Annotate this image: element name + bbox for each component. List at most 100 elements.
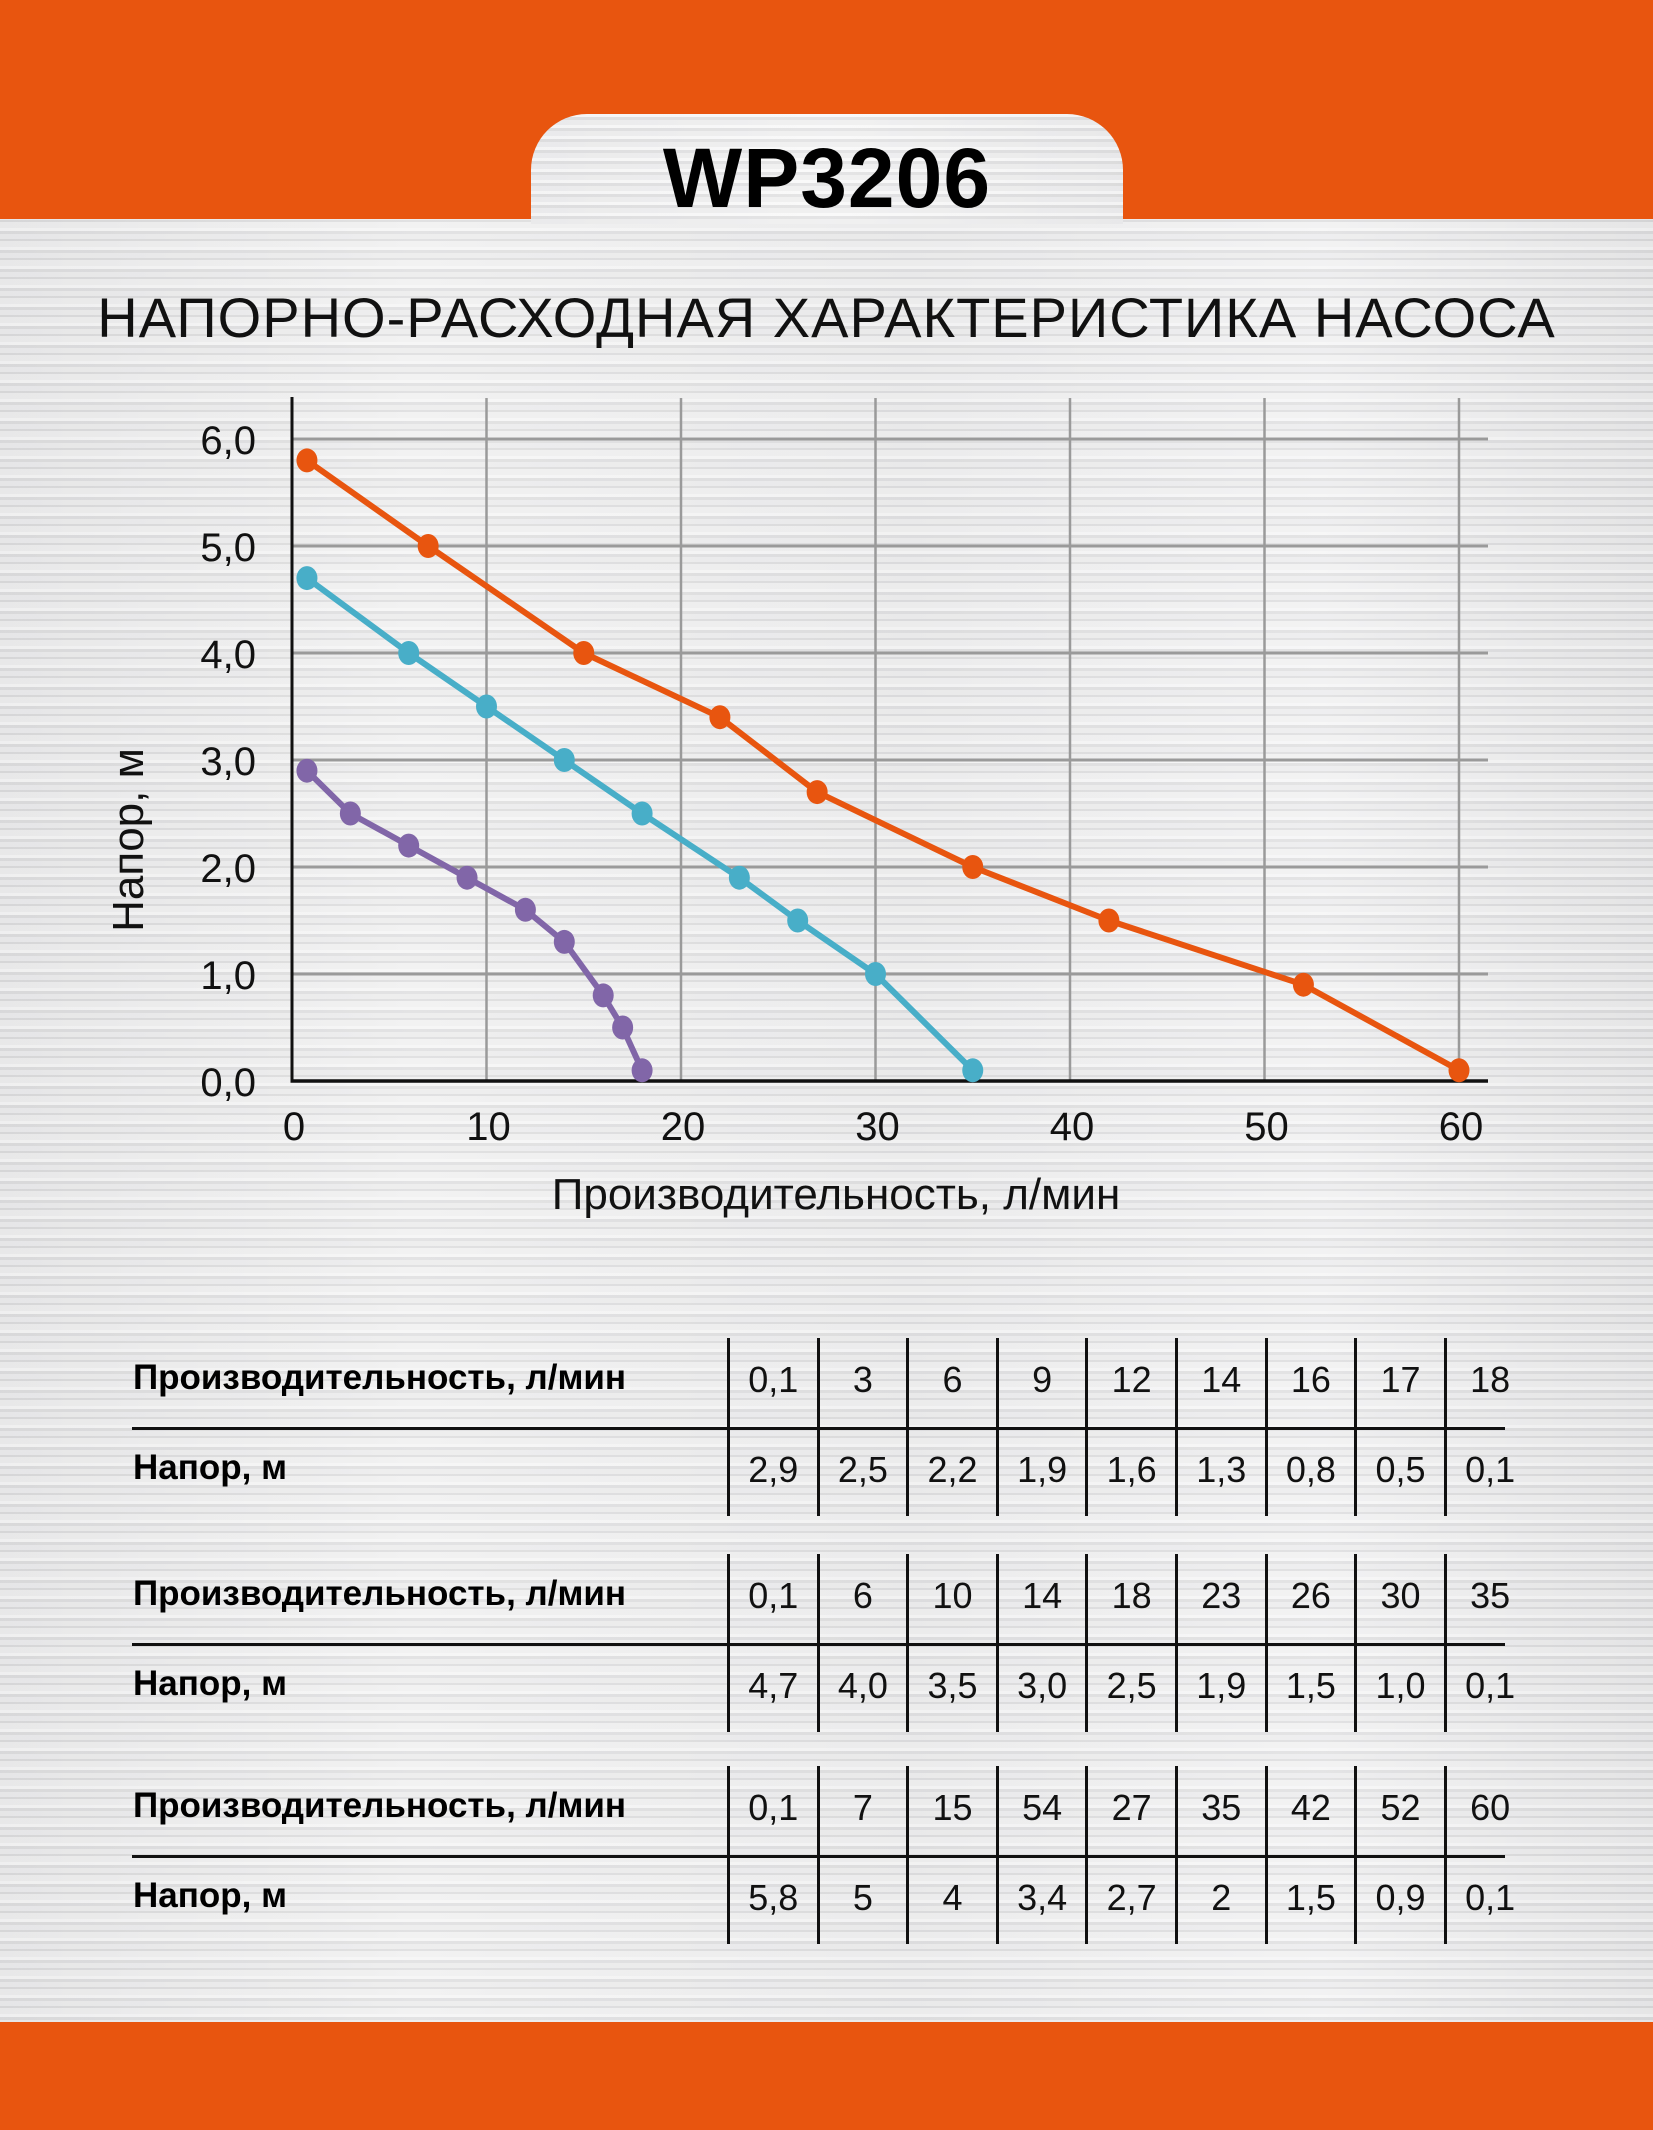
data-point-marker: [631, 801, 653, 826]
data-point-marker: [514, 897, 536, 922]
chart-title: НАПОРНО-РАСХОДНАЯ ХАРАКТЕРИСТИКА НАСОСА: [97, 286, 1556, 349]
data-point-marker: [1448, 1058, 1470, 1083]
flow-cell: 14: [1201, 1359, 1242, 1400]
flow-cell: 0,1: [748, 1575, 799, 1616]
data-point-marker: [456, 865, 478, 890]
flow-row-label: Производительность, л/мин: [133, 1358, 627, 1397]
data-table-3: Производительность, л/мин Напор, м 0,1 5,…: [132, 1766, 1537, 1944]
y-tick-label: 5,0: [200, 526, 256, 570]
head-cell: 3,4: [1017, 1877, 1068, 1918]
x-tick-label: 10: [466, 1105, 511, 1149]
x-tick-label: 0: [283, 1105, 305, 1149]
data-point-marker: [296, 566, 318, 591]
x-tick-labels: 0 10 20 30 40 50 60: [283, 1105, 1483, 1149]
chart-axes: [290, 397, 1488, 1083]
column-separator: [995, 1554, 999, 1732]
head-row-label: Напор, м: [133, 1448, 287, 1487]
flow-cell: 6: [852, 1575, 873, 1616]
column-separator: [1354, 1766, 1358, 1944]
data-point-marker: [339, 801, 361, 826]
column-separator: [906, 1554, 910, 1732]
column-separator: [1264, 1338, 1268, 1516]
y-axis-label: Напор, м: [104, 748, 153, 932]
flow-cell: 12: [1111, 1359, 1152, 1400]
data-point-marker: [787, 908, 809, 933]
y-tick-label: 3,0: [200, 740, 256, 784]
flow-cell: 18: [1111, 1575, 1152, 1616]
y-tick-labels: 0,0 1,0 2,0 3,0 4,0 5,0 6,0: [200, 419, 256, 1105]
flow-cell: 17: [1380, 1359, 1421, 1400]
flow-cell: 3: [852, 1359, 873, 1400]
data-point-marker: [865, 962, 886, 986]
flow-cell: 52: [1380, 1787, 1421, 1828]
table-cells: 0,1 5,8 7 5 15 4 54 3,4 27 2,7 35 2 42 1,5 52 0,9 60 0,1: [727, 1766, 1537, 1944]
column-separator: [1085, 1338, 1089, 1516]
head-cell: 1,6: [1106, 1449, 1157, 1490]
y-tick-label: 6,0: [200, 419, 256, 463]
head-cell: 2,7: [1106, 1877, 1157, 1918]
flow-cell: 60: [1470, 1787, 1511, 1828]
head-cell: 2: [1211, 1877, 1232, 1918]
column-separator: [1264, 1554, 1268, 1732]
chart-grid: [292, 398, 1488, 1081]
data-point-marker: [709, 705, 731, 730]
head-cell: 0,5: [1375, 1449, 1426, 1490]
x-tick-label: 40: [1050, 1105, 1095, 1149]
column-separator: [1085, 1766, 1089, 1944]
column-separator: [1443, 1766, 1447, 1944]
flow-cell: 42: [1290, 1787, 1331, 1828]
column-separator: [816, 1338, 820, 1516]
x-tick-label: 30: [855, 1105, 900, 1149]
head-cell: 0,1: [1465, 1449, 1516, 1490]
series-2: [296, 566, 984, 1083]
flow-cell: 10: [932, 1575, 973, 1616]
data-table-1: Производительность, л/мин Напор, м 0,1 2,…: [132, 1338, 1537, 1516]
flow-row-label: Производительность, л/мин: [133, 1574, 627, 1613]
data-point-marker: [553, 748, 575, 772]
x-axis-label: Производительность, л/мин: [552, 1170, 1121, 1219]
column-separator: [727, 1338, 730, 1516]
column-separator: [1443, 1554, 1447, 1732]
flow-cell: 23: [1201, 1575, 1242, 1616]
data-point-marker: [612, 1015, 634, 1040]
x-tick-label: 60: [1439, 1105, 1484, 1149]
head-flow-chart: 0,0 1,0 2,0 3,0 4,0 5,0 6,0 0 10 20 30 40 50 60 Напо…: [104, 397, 1488, 1219]
y-tick-label: 1,0: [200, 954, 256, 998]
flow-cell: 26: [1290, 1575, 1331, 1616]
head-cell: 0,9: [1375, 1877, 1426, 1918]
data-point-marker: [296, 448, 318, 473]
column-separator: [727, 1554, 730, 1732]
flow-cell: 54: [1022, 1787, 1063, 1828]
column-separator: [1354, 1554, 1358, 1732]
head-cell: 5: [852, 1877, 873, 1918]
data-point-marker: [553, 929, 575, 954]
flow-cell: 16: [1290, 1359, 1331, 1400]
head-cell: 1,9: [1196, 1665, 1247, 1706]
head-cell: 2,5: [1106, 1665, 1157, 1706]
flow-cell: 15: [932, 1787, 973, 1828]
data-table-2: Производительность, л/мин Напор, м 0,1 4,…: [132, 1554, 1537, 1732]
data-point-marker: [728, 865, 750, 890]
flow-cell: 35: [1470, 1575, 1511, 1616]
data-point-marker: [592, 983, 614, 1008]
flow-cell: 0,1: [748, 1359, 799, 1400]
series-1: [296, 758, 653, 1083]
flow-cell: 7: [852, 1787, 873, 1828]
flow-cell: 18: [1470, 1359, 1511, 1400]
flow-cell: 30: [1380, 1575, 1421, 1616]
data-point-marker: [573, 641, 595, 665]
flow-cell: 9: [1032, 1359, 1053, 1400]
column-separator: [1175, 1338, 1178, 1516]
chart-series: [296, 448, 1470, 1083]
column-separator: [1354, 1338, 1358, 1516]
data-point-marker: [398, 833, 420, 858]
data-point-marker: [631, 1058, 653, 1083]
flow-cell: 35: [1201, 1787, 1242, 1828]
head-cell: 4: [942, 1877, 963, 1918]
column-separator: [727, 1766, 730, 1944]
column-separator: [906, 1338, 910, 1516]
head-cell: 3,0: [1017, 1665, 1068, 1706]
series-3: [296, 448, 1470, 1083]
column-separator: [816, 1554, 820, 1732]
data-point-marker: [962, 855, 984, 879]
